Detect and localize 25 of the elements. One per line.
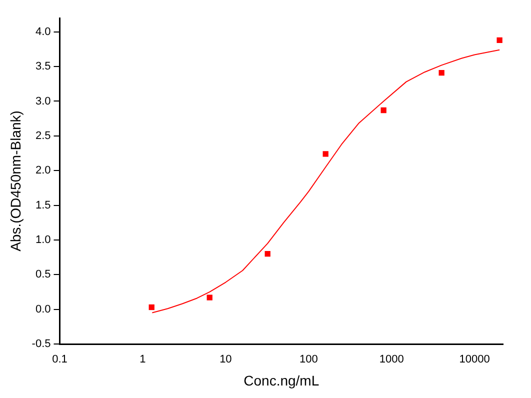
y-tick-label: 2.5 [35, 130, 51, 142]
x-tick-label: 1000 [379, 354, 404, 366]
y-tick-label: 0.5 [35, 268, 51, 281]
point [438, 70, 444, 76]
x-tick-label: 10000 [459, 354, 490, 366]
point [264, 251, 270, 257]
y-tick-label: 0.0 [35, 303, 51, 316]
x-tick-label: 100 [299, 354, 318, 366]
y-tick-label: 2.0 [35, 164, 51, 177]
y-tick-label: 3.5 [35, 60, 51, 73]
y-tick-label: 1.5 [35, 199, 51, 212]
point [322, 151, 328, 157]
point [380, 107, 386, 114]
x-tick-label: 1 [140, 354, 146, 366]
point [148, 304, 154, 310]
x-tick-label: 10 [220, 354, 232, 366]
y-tick-label: 3.0 [35, 95, 51, 108]
y-axis-title: Abs.(OD450nm-Blank) [7, 110, 24, 252]
point [206, 294, 212, 300]
y-tick-label: -0.5 [32, 338, 51, 350]
x-axis-title: Conc.ng/mL [244, 372, 320, 388]
x-tick-label: 0.1 [52, 354, 68, 366]
y-tick-label: 1.0 [35, 234, 51, 246]
point [496, 37, 502, 44]
y-tick-label: 4.0 [35, 26, 51, 38]
